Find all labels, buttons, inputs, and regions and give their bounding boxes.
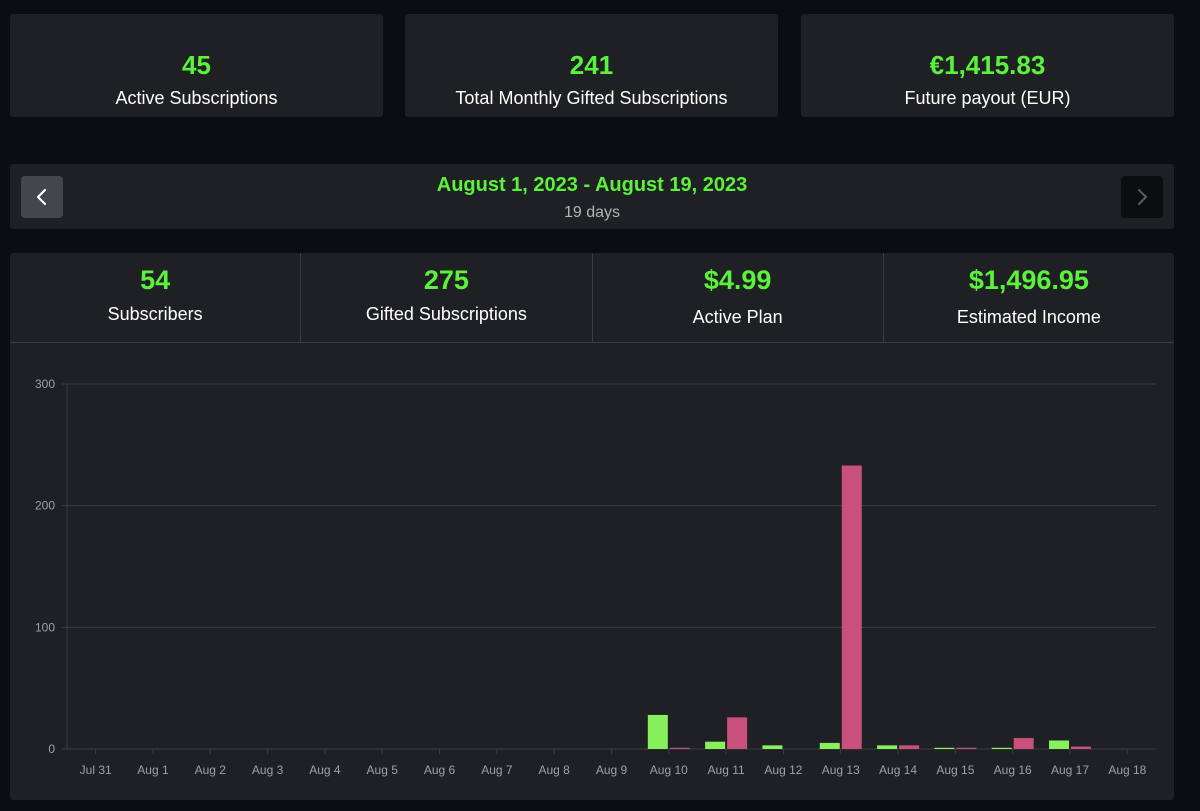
daily-subscriptions-bar-chart: 0 100 200 300 Jul 31 Aug 1 Aug 2 Aug 3 Aug 4 Aug … [35, 377, 1156, 777]
stat-subscribers: 54 Subscribers [10, 253, 302, 342]
x-tick-label: Aug 16 [994, 763, 1032, 777]
bar-series-2 [1071, 746, 1092, 749]
bar-series-1 [934, 747, 955, 749]
x-tick-label: Aug 5 [367, 763, 399, 777]
x-tick-label: Aug 8 [539, 763, 571, 777]
y-tick-label: 300 [35, 377, 55, 391]
period-stats-panel: 54 Subscribers 275 Gifted Subscriptions … [10, 253, 1174, 800]
x-tick-label: Aug 11 [708, 763, 745, 777]
next-period-button[interactable] [1121, 176, 1163, 218]
period-stats-row: 54 Subscribers 275 Gifted Subscriptions … [10, 253, 1174, 343]
summary-card-gifted-subscriptions: 241 Total Monthly Gifted Subscriptions [405, 14, 778, 117]
x-tick-label: Aug 1 [137, 763, 169, 777]
x-tick-label: Aug 17 [1051, 763, 1089, 777]
period-gifted-label: Gifted Subscriptions [365, 304, 527, 324]
x-tick-label: Aug 2 [195, 763, 227, 777]
y-tick-label: 200 [35, 499, 55, 513]
x-tick-label: Aug 10 [650, 763, 688, 777]
bar-series-2 [899, 745, 920, 749]
estimated-income-value: $1,496.95 [968, 265, 1089, 295]
future-payout-value: €1,415.83 [929, 50, 1046, 80]
chevron-right-icon [1138, 189, 1147, 205]
x-tick-label: Aug 6 [424, 763, 456, 777]
y-tick-label: 0 [48, 742, 55, 756]
active-plan-value: $4.99 [703, 265, 772, 295]
x-tick-label: Aug 12 [764, 763, 802, 777]
x-tick-label: Aug 9 [596, 763, 628, 777]
x-tick-label: Aug 7 [481, 763, 513, 777]
bar-series-1 [819, 742, 840, 749]
date-range-title: August 1, 2023 - August 19, 2023 [436, 174, 748, 196]
date-range-duration: 19 days [563, 204, 621, 221]
stat-active-plan: $4.99 Active Plan [593, 253, 884, 342]
bar-series-2 [727, 717, 748, 749]
bar-series-1 [1049, 740, 1070, 749]
chevron-left-icon [36, 188, 47, 206]
x-tick-label: Jul 31 [80, 763, 112, 777]
active-subscriptions-value: 45 [182, 50, 211, 80]
future-payout-label: Future payout (EUR) [904, 88, 1071, 108]
x-tick-label: Aug 14 [879, 763, 917, 777]
date-range-navigator: August 1, 2023 - August 19, 2023 19 days [10, 164, 1174, 229]
active-plan-label: Active Plan [692, 307, 783, 327]
x-tick-label: Aug 15 [936, 763, 974, 777]
bar-series-1 [762, 745, 783, 749]
bar-series-1 [877, 745, 898, 749]
active-subscriptions-label: Active Subscriptions [115, 88, 278, 108]
bar-series-2 [956, 747, 977, 749]
x-tick-label: Aug 4 [309, 763, 341, 777]
stat-gifted-subscriptions: 275 Gifted Subscriptions [301, 253, 593, 342]
bar-series-1 [991, 747, 1012, 749]
x-tick-label: Aug 18 [1108, 763, 1146, 777]
period-gifted-value: 275 [423, 265, 469, 295]
x-tick-label: Aug 13 [822, 763, 860, 777]
stat-estimated-income: $1,496.95 Estimated Income [884, 253, 1174, 342]
x-tick-label: Aug 3 [252, 763, 284, 777]
estimated-income-label: Estimated Income [956, 307, 1101, 327]
y-tick-label: 100 [35, 620, 55, 634]
subscribers-label: Subscribers [107, 304, 203, 324]
gifted-subscriptions-value: 241 [569, 50, 614, 80]
bar-series-2 [1013, 738, 1034, 749]
subscribers-value: 54 [140, 265, 171, 295]
summary-card-future-payout: €1,415.83 Future payout (EUR) [801, 14, 1174, 117]
gifted-subscriptions-label: Total Monthly Gifted Subscriptions [455, 88, 728, 108]
previous-period-button[interactable] [21, 176, 63, 218]
bar-series-2 [841, 465, 862, 749]
summary-card-active-subscriptions: 45 Active Subscriptions [10, 14, 383, 117]
bar-series-1 [647, 714, 668, 749]
bar-series-1 [705, 741, 726, 749]
bar-series-2 [669, 747, 690, 749]
